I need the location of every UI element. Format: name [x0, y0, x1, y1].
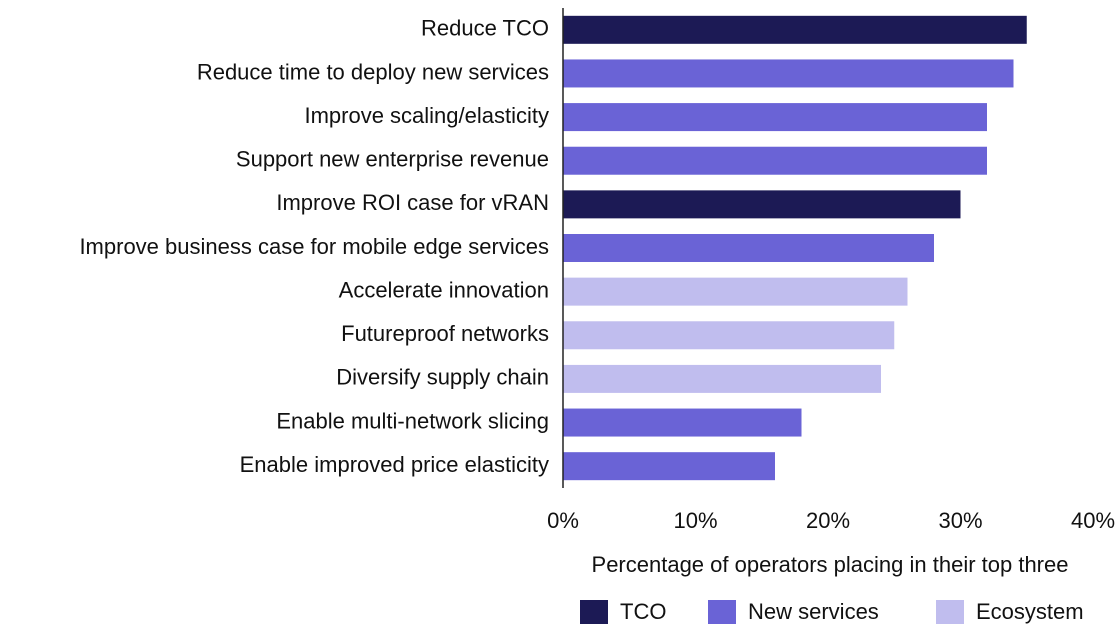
legend-label: Ecosystem [976, 599, 1084, 624]
x-tick-label: 30% [938, 508, 982, 533]
x-tick-label: 0% [547, 508, 579, 533]
bar [563, 364, 881, 393]
y-tick-label: Enable multi-network slicing [276, 408, 549, 433]
bar [563, 234, 934, 262]
legend-swatch [580, 600, 608, 624]
x-tick-label: 20% [806, 508, 850, 533]
bar [563, 321, 895, 350]
legend-label: New services [748, 599, 879, 624]
y-tick-label: Reduce TCO [421, 16, 549, 41]
bar [563, 452, 775, 481]
bar [563, 15, 1027, 44]
bar [563, 190, 961, 219]
bar [563, 146, 987, 175]
legend-label: TCO [620, 599, 666, 624]
x-axis-label: Percentage of operators placing in their… [592, 552, 1069, 577]
y-tick-label: Reduce time to deploy new services [197, 59, 549, 84]
y-tick-label: Support new enterprise revenue [236, 147, 549, 172]
bar [563, 277, 908, 306]
bar [563, 408, 802, 437]
y-tick-label: Improve business case for mobile edge se… [79, 234, 549, 259]
x-tick-label: 40% [1071, 508, 1115, 533]
y-tick-label: Diversify supply chain [336, 365, 549, 390]
y-tick-label: Accelerate innovation [339, 277, 549, 302]
y-tick-label: Improve ROI case for vRAN [276, 190, 549, 215]
x-tick-label: 10% [673, 508, 717, 533]
bar [563, 59, 1014, 88]
y-tick-label: Futureproof networks [341, 321, 549, 346]
legend-swatch [708, 600, 736, 624]
bar [563, 103, 987, 132]
legend-swatch [936, 600, 964, 624]
y-tick-label: Enable improved price elasticity [240, 452, 549, 477]
y-tick-label: Improve scaling/elasticity [304, 103, 549, 128]
